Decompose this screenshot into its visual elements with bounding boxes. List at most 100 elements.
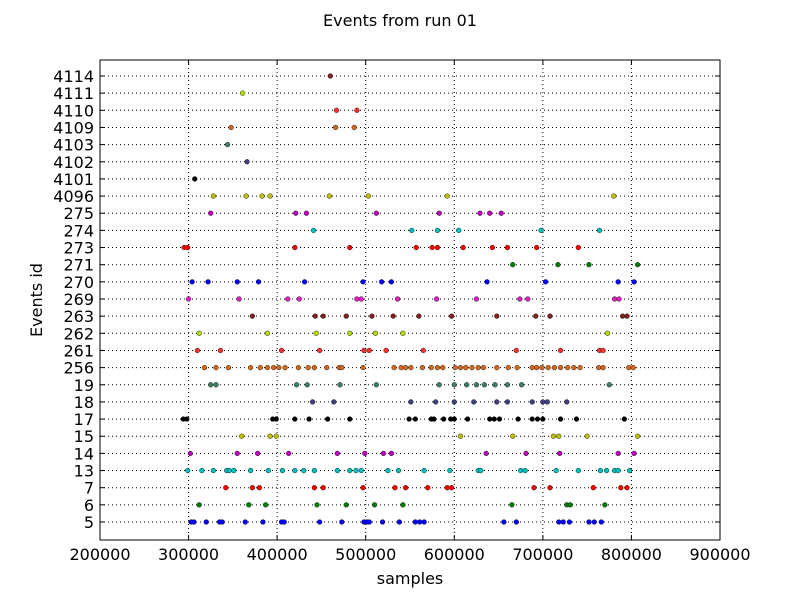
- data-point: [473, 382, 480, 388]
- data-point: [433, 399, 439, 405]
- data-point: [564, 399, 570, 405]
- data-point: [191, 519, 197, 525]
- data-point: [619, 313, 626, 319]
- x-tick-label: 400000: [247, 545, 308, 564]
- data-point: [205, 279, 211, 285]
- data-point: [373, 210, 379, 216]
- data-point: [196, 330, 202, 336]
- y-tick-label: 4109: [53, 118, 94, 137]
- grid-layer: [100, 60, 720, 540]
- data-point: [302, 279, 308, 285]
- data-point: [451, 416, 457, 422]
- data-point: [635, 433, 641, 439]
- data-point: [436, 210, 442, 216]
- data-point: [584, 433, 590, 439]
- data-point: [496, 416, 503, 422]
- data-point: [525, 296, 531, 302]
- x-tick-label: 200000: [69, 545, 130, 564]
- data-point: [590, 485, 596, 491]
- data-point: [464, 416, 471, 422]
- x-tick-label: 800000: [601, 545, 662, 564]
- data-point: [185, 467, 191, 474]
- data-point: [354, 296, 360, 302]
- data-point: [597, 467, 604, 474]
- data-point: [463, 365, 469, 371]
- data-point: [196, 502, 202, 508]
- y-tick-label: 273: [63, 239, 94, 258]
- data-point: [428, 365, 434, 371]
- data-point: [343, 502, 349, 508]
- data-point: [273, 433, 279, 439]
- data-point: [533, 313, 539, 319]
- data-point: [494, 399, 500, 405]
- data-point: [557, 450, 563, 456]
- data-point: [293, 210, 299, 216]
- data-point: [388, 279, 395, 285]
- data-point: [477, 210, 483, 216]
- data-point: [337, 382, 343, 388]
- data-point: [412, 519, 418, 525]
- points-layer: [180, 73, 641, 525]
- x-tick-label: 300000: [158, 545, 219, 564]
- data-point: [276, 365, 282, 371]
- data-point: [192, 176, 198, 182]
- data-point: [257, 365, 263, 371]
- data-point: [292, 467, 298, 474]
- data-point: [244, 159, 250, 165]
- data-point: [278, 347, 285, 354]
- data-point: [361, 347, 367, 354]
- y-tick-label: 4101: [53, 170, 94, 189]
- data-point: [234, 450, 240, 456]
- data-point: [347, 467, 353, 474]
- data-point: [210, 193, 216, 199]
- data-point: [481, 382, 488, 388]
- y-tick-label: 263: [63, 307, 94, 326]
- data-point: [385, 467, 391, 474]
- data-point: [494, 313, 500, 319]
- data-point: [249, 313, 255, 319]
- y-tick-label: 4102: [53, 153, 94, 172]
- data-point: [263, 502, 269, 508]
- data-point: [478, 467, 484, 474]
- data-point: [604, 330, 611, 336]
- data-point: [311, 467, 317, 474]
- data-point: [339, 519, 345, 525]
- data-point: [600, 347, 606, 354]
- data-point: [343, 313, 349, 319]
- data-point: [325, 416, 331, 422]
- data-point: [312, 313, 318, 319]
- data-point: [292, 416, 298, 422]
- y-tick-label: 4103: [53, 136, 94, 155]
- data-point: [358, 467, 364, 474]
- data-point: [575, 244, 581, 251]
- data-point: [395, 467, 402, 474]
- data-point: [586, 519, 592, 525]
- data-point: [305, 365, 311, 371]
- data-point: [606, 382, 612, 388]
- data-point: [434, 365, 441, 371]
- data-point: [311, 485, 317, 491]
- data-point: [631, 279, 637, 285]
- data-point: [510, 262, 516, 268]
- data-point: [271, 365, 277, 371]
- data-point: [267, 433, 273, 439]
- y-tick-label: 256: [63, 359, 94, 378]
- data-point: [624, 485, 630, 491]
- data-point: [425, 485, 431, 491]
- data-point: [255, 450, 261, 456]
- data-point: [353, 467, 359, 474]
- data-point: [631, 450, 637, 456]
- data-point: [436, 382, 442, 388]
- data-point: [354, 107, 360, 113]
- data-point: [228, 124, 234, 131]
- data-point: [429, 244, 435, 251]
- y-tick-label: 269: [63, 290, 94, 309]
- data-point: [484, 279, 490, 285]
- data-point: [547, 313, 553, 319]
- data-point: [513, 347, 519, 354]
- data-point: [242, 519, 248, 525]
- data-point: [471, 399, 477, 405]
- data-point: [491, 416, 497, 422]
- data-point: [402, 365, 409, 371]
- data-point: [456, 227, 462, 233]
